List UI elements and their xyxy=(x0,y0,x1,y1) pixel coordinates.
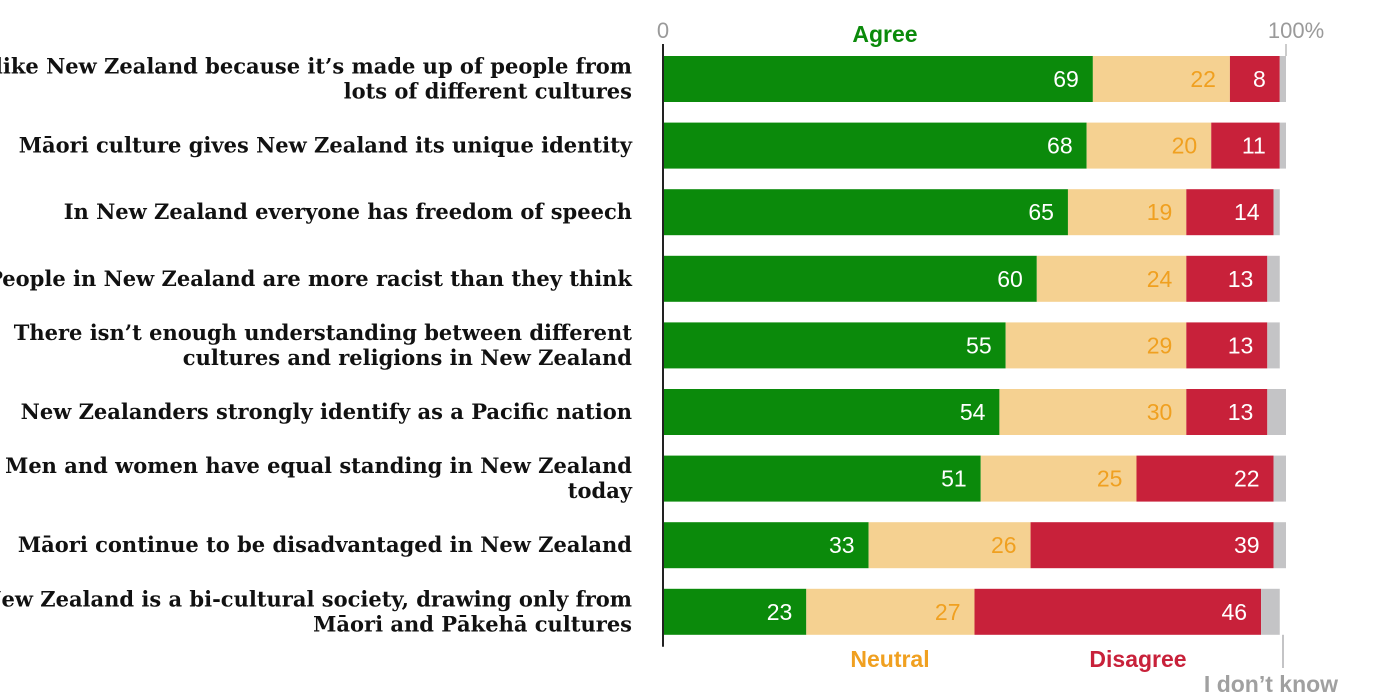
bar-segment-dont_know xyxy=(1273,522,1286,569)
bar-segment-disagree xyxy=(974,588,1262,635)
data-label-agree: 68 xyxy=(1047,133,1073,159)
bar-segment-agree xyxy=(663,56,1093,102)
category-label-line: Māori culture gives New Zealand its uniq… xyxy=(19,133,633,158)
legend-label-dont-know: I don’t know xyxy=(1204,671,1338,697)
bar-segment-disagree xyxy=(1186,255,1268,302)
bar-segment-disagree xyxy=(1229,56,1280,102)
category-label: I like New Zealand because it’s made up … xyxy=(0,54,632,104)
bar-segment-agree xyxy=(663,522,869,569)
category-label-line: People in New Zealand are more racist th… xyxy=(0,266,632,291)
data-label-neutral: 20 xyxy=(1172,133,1198,159)
category-label-line: New Zealanders strongly identify as a Pa… xyxy=(21,399,632,424)
bar-segment-dont_know xyxy=(1267,322,1280,369)
bar-segment-agree xyxy=(663,189,1068,236)
data-label-disagree: 13 xyxy=(1228,332,1254,358)
bar-segment-agree xyxy=(663,322,1006,369)
bar-segment-neutral xyxy=(1086,122,1212,169)
data-label-agree: 23 xyxy=(767,599,793,625)
bar-segment-neutral xyxy=(1036,255,1187,302)
data-label-disagree: 11 xyxy=(1242,133,1266,159)
data-label-neutral: 24 xyxy=(1147,266,1173,292)
legend-label-agree: Agree xyxy=(852,21,917,47)
data-label-disagree: 14 xyxy=(1234,199,1260,225)
bar-segment-dont_know xyxy=(1273,455,1286,502)
category-labels: I like New Zealand because it’s made up … xyxy=(0,54,633,637)
category-label-line: today xyxy=(568,478,633,503)
bar-segment-agree xyxy=(663,122,1087,169)
category-label: Men and women have equal standing in New… xyxy=(5,453,633,503)
data-label-neutral: 29 xyxy=(1147,332,1173,358)
category-label: New Zealand is a bi-cultural society, dr… xyxy=(0,586,632,636)
category-label-line: In New Zealand everyone has freedom of s… xyxy=(64,199,632,224)
category-label: New Zealanders strongly identify as a Pa… xyxy=(21,399,632,424)
tick-label: 100% xyxy=(1268,18,1324,43)
category-label: Māori culture gives New Zealand its uniq… xyxy=(19,133,633,158)
category-label-line: Māori continue to be disadvantaged in Ne… xyxy=(18,532,632,557)
data-label-neutral: 26 xyxy=(991,532,1017,558)
bar-segment-agree xyxy=(663,389,1000,435)
legend-label-neutral: Neutral xyxy=(850,646,929,672)
category-label-line: cultures and religions in New Zealand xyxy=(183,345,633,370)
bar-segment-dont_know xyxy=(1267,255,1280,302)
category-label-line: I like New Zealand because it’s made up … xyxy=(0,54,632,79)
bar-segment-dont_know xyxy=(1273,189,1280,236)
data-label-neutral: 27 xyxy=(935,599,961,625)
bar-segment-dont_know xyxy=(1267,389,1286,435)
bar-segment-disagree xyxy=(1186,389,1268,435)
data-label-agree: 51 xyxy=(941,466,967,492)
data-label-agree: 54 xyxy=(960,399,986,425)
bar-segment-disagree xyxy=(1186,322,1268,369)
bar-segment-dont_know xyxy=(1279,56,1286,102)
data-label-disagree: 13 xyxy=(1228,399,1254,425)
bar-segment-neutral xyxy=(868,522,1031,569)
data-label-disagree: 46 xyxy=(1221,599,1247,625)
category-label-line: There isn’t enough understanding between… xyxy=(14,320,633,345)
category-label: In New Zealand everyone has freedom of s… xyxy=(64,199,632,224)
data-label-disagree: 13 xyxy=(1228,266,1254,292)
category-label: There isn’t enough understanding between… xyxy=(14,320,633,370)
category-label: People in New Zealand are more racist th… xyxy=(0,266,632,291)
bar-segment-neutral xyxy=(806,588,975,635)
bar-segment-neutral xyxy=(980,455,1137,502)
bar-segment-dont_know xyxy=(1279,122,1286,169)
data-label-neutral: 22 xyxy=(1190,66,1216,92)
bar-segment-dont_know xyxy=(1261,588,1280,635)
data-label-disagree: 22 xyxy=(1234,466,1260,492)
axis: 0 100% xyxy=(657,18,1324,647)
legend-label-disagree: Disagree xyxy=(1089,646,1186,672)
data-label-agree: 65 xyxy=(1028,199,1054,225)
legend: Agree Neutral Disagree I don’t know xyxy=(850,21,1338,697)
bar-segment-disagree xyxy=(1211,122,1280,169)
data-label-disagree: 8 xyxy=(1253,66,1266,92)
bar-segment-neutral xyxy=(999,389,1187,435)
category-label-line: Māori and Pākehā cultures xyxy=(313,611,632,636)
category-label-line: lots of different cultures xyxy=(344,79,632,104)
bar-segment-agree xyxy=(663,255,1037,302)
data-label-neutral: 19 xyxy=(1147,199,1173,225)
bar-segment-neutral xyxy=(1067,189,1187,236)
data-label-neutral: 30 xyxy=(1147,399,1173,425)
bar-segment-disagree xyxy=(1136,455,1274,502)
bar-segment-neutral xyxy=(1005,322,1187,369)
tick-label: 0 xyxy=(657,18,669,43)
data-label-agree: 60 xyxy=(997,266,1023,292)
bar-segment-neutral xyxy=(1092,56,1230,102)
data-label-agree: 33 xyxy=(829,532,855,558)
bar-segment-agree xyxy=(663,588,807,635)
category-label-line: Men and women have equal standing in New… xyxy=(5,453,632,478)
bar-segment-agree xyxy=(663,455,981,502)
category-label-line: New Zealand is a bi-cultural society, dr… xyxy=(0,586,632,611)
bar-segment-disagree xyxy=(1030,522,1274,569)
data-label-disagree: 39 xyxy=(1234,532,1260,558)
category-label: Māori continue to be disadvantaged in Ne… xyxy=(18,532,632,557)
bar-segment-disagree xyxy=(1186,189,1274,236)
bars: 69 22 8 68 20 11 65 19 14 60 24 13 55 29 13 54 30 13 51 25 2… xyxy=(663,56,1286,635)
data-label-neutral: 25 xyxy=(1097,466,1123,492)
data-label-agree: 69 xyxy=(1053,66,1079,92)
data-label-agree: 55 xyxy=(966,332,992,358)
